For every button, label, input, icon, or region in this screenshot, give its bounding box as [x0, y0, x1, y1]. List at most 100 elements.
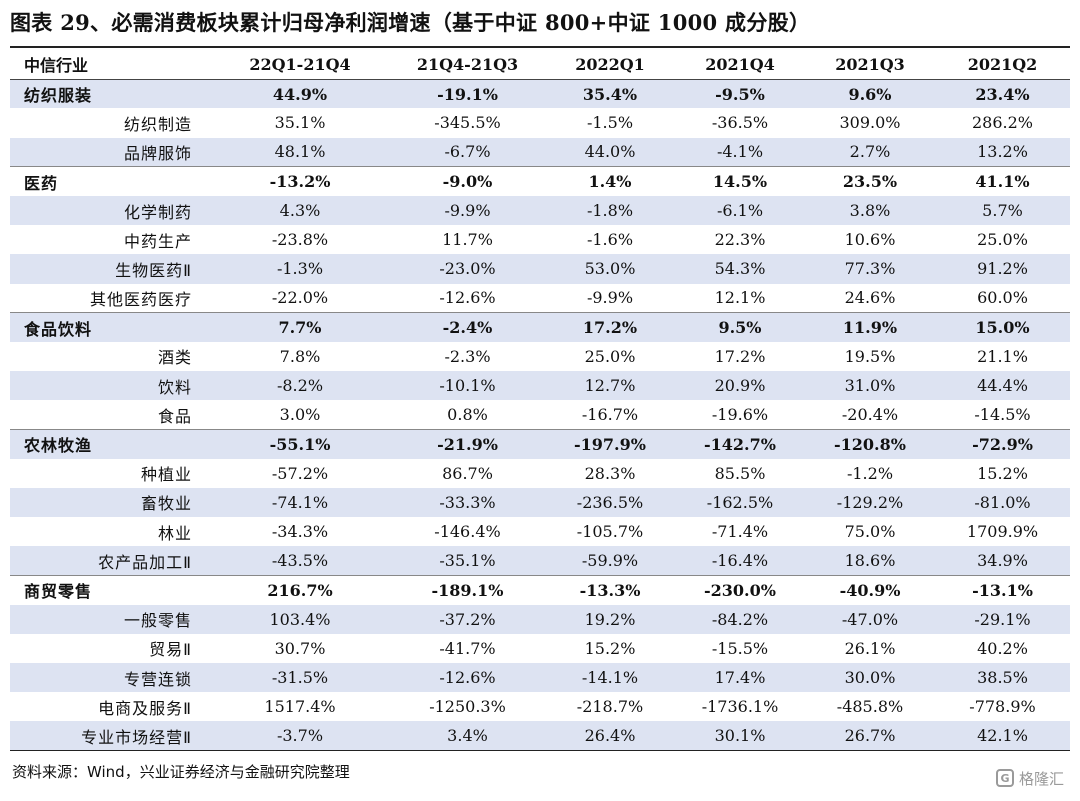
sub-industry-row: 化学制药 4.3% -9.9% -1.8% -6.1% 3.8% 5.7% [10, 195, 1070, 226]
value-cell: -19.6% [711, 405, 769, 425]
industry-label: 食品 [157, 406, 192, 426]
industry-label: 医药 [10, 166, 210, 196]
value-cell: 17.2% [545, 312, 675, 342]
table-body: 纺织服装 44.9% -19.1% 35.4% -9.5% 9.6% 23.4% 纺织制造 35… [10, 78, 1070, 752]
value-cell: 17.2% [714, 346, 766, 366]
value-cell: -14.1% [545, 662, 675, 693]
value-cell: 4.3% [210, 195, 390, 226]
value-cell: -20.4% [841, 405, 899, 425]
value-cell: -22.0% [271, 288, 329, 308]
value-cell: -1.3% [210, 254, 390, 284]
value-cell: 15.2% [584, 638, 636, 658]
value-cell: -37.2% [390, 604, 545, 634]
value-cell: 11.9% [805, 312, 935, 342]
value-cell: 19.5% [844, 346, 896, 366]
value-cell: -236.5% [545, 487, 675, 517]
industry-label: 酒类 [157, 348, 192, 368]
watermark-text: 格隆汇 [1018, 769, 1064, 788]
value-cell: -9.5% [675, 78, 805, 109]
value-cell: -59.9% [545, 546, 675, 576]
value-cell: -6.1% [675, 195, 805, 226]
value-cell: -74.1% [210, 487, 390, 517]
sub-industry-row: 种植业 -57.2% 86.7% 28.3% 85.5% -1.2% 15.2% [10, 459, 1070, 488]
value-cell: 28.3% [584, 463, 636, 483]
value-cell: -8.2% [210, 371, 390, 401]
industry-label: 电商及服务Ⅱ [98, 698, 192, 718]
value-cell: -43.5% [210, 546, 390, 576]
value-cell: -197.9% [545, 428, 675, 459]
value-cell: -41.7% [439, 638, 496, 658]
industry-label: 商贸零售 [10, 574, 210, 605]
industry-label: 专业市场经营Ⅱ [10, 721, 210, 752]
value-cell: -189.1% [390, 574, 545, 605]
value-cell: 60.0% [977, 288, 1028, 308]
value-cell: 31.0% [805, 371, 935, 401]
value-cell: -9.9% [390, 195, 545, 226]
value-cell: -35.1% [390, 546, 545, 576]
column-header: 22Q1-21Q4 [210, 50, 390, 80]
value-cell: -81.0% [935, 487, 1070, 517]
value-cell: 7.8% [279, 346, 321, 366]
sub-industry-row: 畜牧业 -74.1% -33.3% -236.5% -162.5% -129.2% -81.… [10, 487, 1070, 517]
value-cell: 12.1% [714, 288, 766, 308]
value-cell: -3.7% [210, 721, 390, 752]
value-cell: 30.7% [274, 638, 326, 658]
value-cell: 309.0% [839, 113, 901, 133]
value-cell: -16.4% [675, 546, 805, 576]
value-cell: 77.3% [805, 254, 935, 284]
value-cell: 30.0% [805, 662, 935, 693]
value-cell: 103.4% [210, 604, 390, 634]
value-cell: -120.8% [805, 428, 935, 459]
value-cell: -36.5% [711, 113, 769, 133]
industry-label: 畜牧业 [10, 487, 210, 517]
value-cell: -105.7% [576, 522, 644, 542]
value-cell: 286.2% [971, 113, 1033, 133]
value-cell: -1.5% [586, 113, 634, 133]
value-cell: 44.4% [935, 371, 1070, 401]
value-cell: -31.5% [210, 662, 390, 693]
value-cell: 30.1% [675, 721, 805, 752]
value-cell: -13.3% [545, 574, 675, 605]
table-title: 图表 29、必需消费板块累计归母净利润增速（基于中证 800+中证 1000 成… [10, 10, 811, 35]
industry-label: 食品饮料 [10, 312, 210, 342]
profit-growth-table: 中信行业 22Q1-21Q4 21Q4-21Q3 2022Q1 2021Q4 2… [10, 50, 1070, 752]
sector-row: 纺织服装 44.9% -19.1% 35.4% -9.5% 9.6% 23.4% [10, 78, 1070, 109]
column-header: 2022Q1 [545, 50, 675, 80]
value-cell: -1.8% [545, 195, 675, 226]
value-cell: 44.0% [545, 137, 675, 167]
value-cell: -34.3% [271, 522, 329, 542]
industry-label: 一般零售 [10, 604, 210, 634]
value-cell: -1736.1% [701, 697, 779, 717]
watermark-logo-icon: G [995, 769, 1014, 787]
value-cell: 9.5% [675, 312, 805, 342]
value-cell: -9.9% [586, 288, 634, 308]
value-cell: 10.6% [844, 230, 896, 250]
sub-industry-row: 品牌服饰 48.1% -6.7% 44.0% -4.1% 2.7% 13.2% [10, 137, 1070, 167]
header-row: 中信行业 22Q1-21Q4 21Q4-21Q3 2022Q1 2021Q4 2… [10, 50, 1070, 80]
value-cell: 11.7% [442, 230, 493, 250]
value-cell: -12.6% [390, 662, 545, 693]
value-cell: -55.1% [210, 428, 390, 459]
value-cell: -19.1% [390, 78, 545, 109]
industry-label: 纺织服装 [10, 78, 210, 109]
column-header: 中信行业 [10, 50, 210, 80]
value-cell: -71.4% [711, 522, 769, 542]
value-cell: -47.0% [805, 604, 935, 634]
value-cell: -21.9% [390, 428, 545, 459]
value-cell: 20.9% [675, 371, 805, 401]
value-cell: 3.4% [390, 721, 545, 752]
value-cell: -13.2% [210, 166, 390, 196]
value-cell: 22.3% [714, 230, 766, 250]
value-cell: 26.4% [545, 721, 675, 752]
value-cell: -57.2% [271, 463, 329, 483]
sector-row: 食品饮料 7.7% -2.4% 17.2% 9.5% 11.9% 15.0% [10, 312, 1070, 342]
value-cell: 2.7% [805, 137, 935, 167]
sub-industry-row: 食品 3.0% 0.8% -16.7% -19.6% -20.4% -14.5% [10, 400, 1070, 429]
industry-label: 种植业 [140, 465, 192, 485]
sector-row: 医药 -13.2% -9.0% 1.4% 14.5% 23.5% 41.1% [10, 166, 1070, 196]
value-cell: 13.2% [935, 137, 1070, 167]
sub-industry-row: 中药生产 -23.8% 11.7% -1.6% 22.3% 10.6% 25.0% [10, 225, 1070, 254]
source-note: 资料来源：Wind，兴业证券经济与金融研究院整理 [12, 763, 350, 781]
value-cell: 26.1% [844, 638, 896, 658]
value-cell: 0.8% [447, 405, 488, 425]
